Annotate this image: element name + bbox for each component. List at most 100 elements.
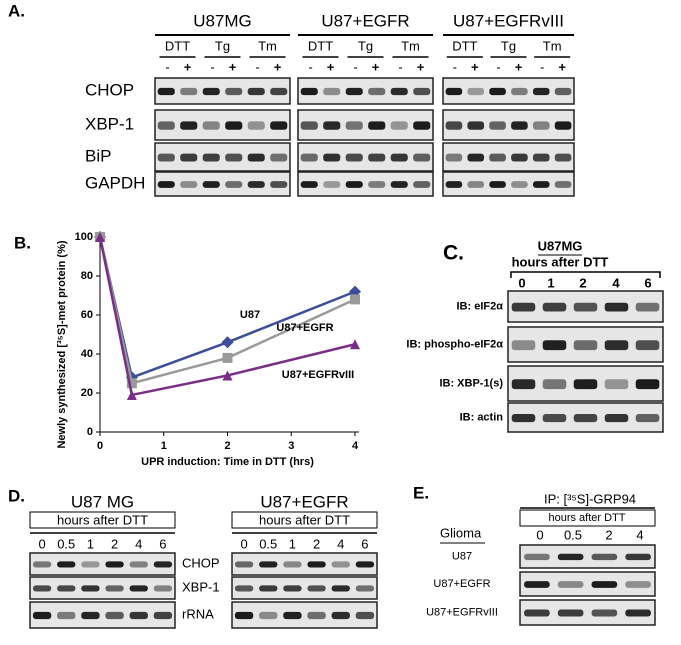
series-label: U87+EGFRvIII xyxy=(282,369,354,381)
band xyxy=(635,414,660,423)
band xyxy=(557,609,584,617)
y-tick-label: 60 xyxy=(81,309,93,321)
treatment-label: Tg xyxy=(358,38,373,53)
row-label: CHOP xyxy=(182,555,220,570)
row-label: XBP-1 xyxy=(182,579,220,594)
band xyxy=(323,87,341,96)
blot xyxy=(29,552,176,576)
subtitle-box xyxy=(231,511,378,529)
row-label: XBP-1 xyxy=(85,114,134,133)
band xyxy=(511,414,536,423)
marker xyxy=(350,339,360,350)
band xyxy=(225,181,243,188)
lane-label: 4 xyxy=(135,536,142,551)
band xyxy=(300,121,318,130)
marker xyxy=(126,378,137,389)
blot-subtitle: hours after DTT xyxy=(259,512,350,527)
lane-label: 1 xyxy=(547,275,554,290)
sign-label: + xyxy=(327,59,335,74)
band xyxy=(635,379,660,390)
band xyxy=(259,585,278,592)
row-label: U87+EGFRvIII xyxy=(426,606,498,618)
panel-label: A. xyxy=(8,1,25,20)
lane-label: 4 xyxy=(337,536,344,551)
band xyxy=(390,181,408,188)
band xyxy=(307,611,326,620)
band xyxy=(604,379,629,390)
blot xyxy=(297,109,434,141)
band xyxy=(445,121,463,130)
bracket xyxy=(510,271,661,278)
treatment-label: DTT xyxy=(308,38,333,53)
sign-label: + xyxy=(184,59,192,74)
band xyxy=(625,609,651,617)
row-label: IB: actin xyxy=(460,411,504,423)
band xyxy=(511,121,528,130)
band xyxy=(604,340,629,351)
y-tick-label: 20 xyxy=(81,387,93,399)
sign-label: + xyxy=(229,59,237,74)
band xyxy=(511,181,528,188)
panel-label: B. xyxy=(14,233,31,252)
band xyxy=(524,581,550,588)
band xyxy=(489,121,506,130)
y-tick-label: 80 xyxy=(81,270,93,282)
y-tick-label: 0 xyxy=(87,426,93,438)
band xyxy=(270,121,288,130)
marker xyxy=(350,294,360,305)
band xyxy=(625,553,651,561)
lane-label: 6 xyxy=(361,536,368,551)
band xyxy=(532,87,550,96)
blot-title: U87 MG xyxy=(71,492,134,511)
lane-label: 0 xyxy=(38,536,45,551)
lane-label: 2 xyxy=(579,275,586,290)
lane-label: 0.5 xyxy=(564,527,582,542)
blot xyxy=(154,77,291,105)
band xyxy=(270,87,288,96)
lane-label: 4 xyxy=(612,275,620,290)
row-label: IB: XBP-1(s) xyxy=(439,377,503,389)
band xyxy=(542,340,567,351)
treatment-label: Tm xyxy=(258,38,277,53)
band xyxy=(234,611,254,620)
lane-label: 2 xyxy=(313,536,320,551)
lane-label: 0.5 xyxy=(259,536,277,551)
band xyxy=(345,181,363,188)
band xyxy=(157,181,175,188)
group-title: U87MG xyxy=(193,11,252,30)
sign-label: + xyxy=(471,59,479,74)
lane-label: 6 xyxy=(644,275,651,290)
band xyxy=(445,87,463,96)
band xyxy=(180,153,198,162)
band xyxy=(234,561,254,568)
marker xyxy=(221,336,234,349)
sign-label: - xyxy=(398,59,402,74)
band xyxy=(532,153,550,162)
panel-title: U87MG xyxy=(538,238,583,253)
band xyxy=(532,181,550,188)
band xyxy=(368,181,386,188)
band xyxy=(225,153,243,162)
band xyxy=(157,153,175,162)
band xyxy=(247,121,265,130)
blot-subtitle: hours after DTT xyxy=(57,512,148,527)
lane-label: 1 xyxy=(289,536,296,551)
band xyxy=(532,121,550,130)
band xyxy=(81,561,100,568)
marker xyxy=(222,370,233,381)
band xyxy=(270,181,288,188)
band xyxy=(345,121,363,130)
blot xyxy=(519,544,656,569)
sign-label: - xyxy=(308,59,312,74)
band xyxy=(625,581,651,588)
blot xyxy=(297,171,434,197)
band xyxy=(467,181,485,188)
band xyxy=(202,181,220,188)
band xyxy=(511,379,536,390)
band xyxy=(355,611,375,620)
band xyxy=(129,611,148,620)
band xyxy=(635,302,660,312)
sign-label: - xyxy=(453,59,457,74)
band xyxy=(81,585,100,592)
